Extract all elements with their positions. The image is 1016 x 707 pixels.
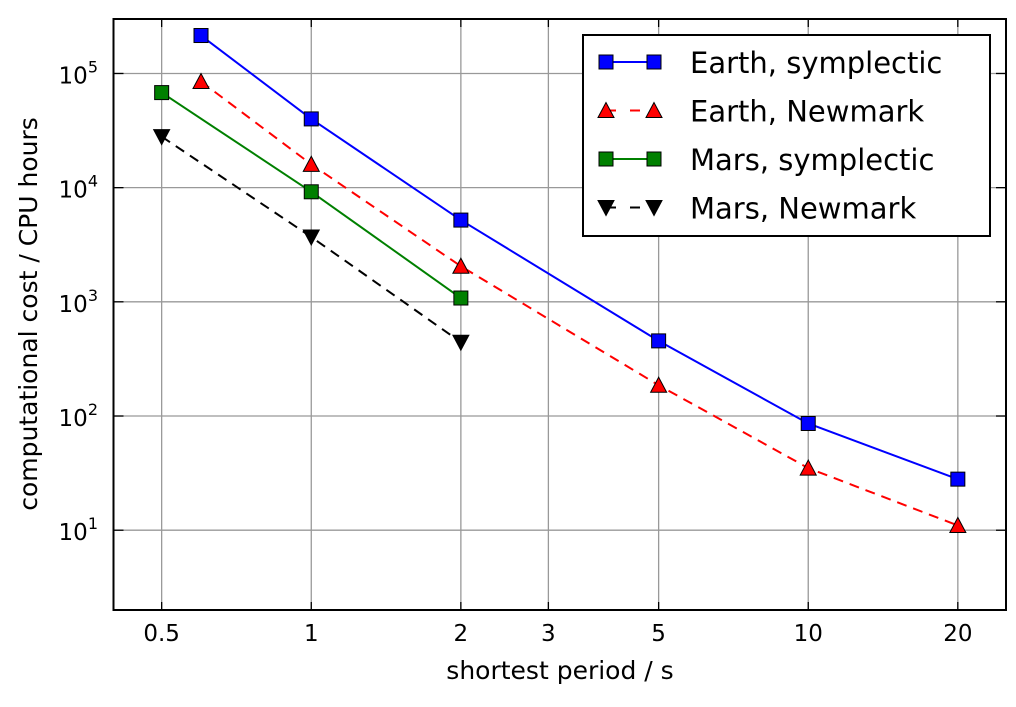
marker-triangle-down bbox=[152, 129, 171, 146]
series-line bbox=[161, 135, 462, 344]
series-line bbox=[200, 34, 959, 481]
marker-square bbox=[800, 415, 816, 431]
y-tick-label: 101 bbox=[59, 514, 98, 546]
marker-square bbox=[303, 184, 319, 200]
x-axis-label: shortest period / s bbox=[446, 656, 673, 685]
y-tick-label: 102 bbox=[59, 400, 98, 432]
grid bbox=[113, 19, 1006, 610]
x-tick-label: 20 bbox=[943, 621, 972, 647]
series-layer bbox=[152, 28, 967, 533]
marker-triangle-up bbox=[649, 376, 668, 393]
marker-square bbox=[193, 28, 209, 44]
marker-triangle-up bbox=[949, 516, 967, 533]
x-tick-label: 1 bbox=[304, 621, 319, 647]
x-tick-label: 10 bbox=[794, 621, 823, 647]
x-tick-label: 3 bbox=[541, 621, 556, 647]
marker-square bbox=[950, 471, 966, 487]
series-earth-symplectic bbox=[193, 28, 966, 487]
marker-triangle-up bbox=[302, 155, 321, 172]
y-axis-label: computational cost / CPU hours bbox=[14, 117, 43, 511]
marker-triangle-up bbox=[192, 72, 210, 90]
series-line bbox=[200, 80, 959, 527]
legend-label: Earth, symplectic bbox=[690, 46, 942, 80]
marker-square bbox=[453, 290, 469, 306]
series-mars-symplectic bbox=[154, 85, 469, 306]
marker-triangle-up bbox=[597, 101, 615, 118]
legend-label: Earth, Newmark bbox=[690, 95, 924, 129]
marker-square bbox=[646, 54, 662, 70]
y-tick-label: 103 bbox=[59, 286, 98, 318]
y-tick-label: 105 bbox=[59, 57, 98, 89]
marker-square bbox=[303, 111, 319, 127]
marker-square bbox=[598, 54, 614, 70]
legend: Earth, symplectic Earth, Newmark Mars, sym… bbox=[582, 34, 991, 237]
marker-square bbox=[453, 212, 469, 228]
tick-labels: 0.5 1 2 3 5 10 20 101 102 103 104 105 bbox=[59, 57, 973, 647]
marker-triangle-down bbox=[645, 200, 663, 217]
marker-triangle-down bbox=[452, 334, 470, 352]
marker-triangle-down bbox=[597, 200, 615, 217]
legend-label: Mars, symplectic bbox=[690, 143, 934, 177]
marker-triangle-down bbox=[302, 229, 321, 247]
x-tick-label: 2 bbox=[454, 621, 469, 647]
marker-triangle-up bbox=[452, 257, 470, 274]
marker-triangle-up bbox=[645, 101, 663, 118]
legend-label: Mars, Newmark bbox=[690, 192, 916, 226]
marker-square bbox=[651, 333, 667, 349]
series-mars-newmark bbox=[152, 129, 470, 352]
x-tick-label: 0.5 bbox=[143, 621, 180, 647]
marker-square bbox=[646, 151, 662, 167]
series-earth-newmark bbox=[192, 72, 967, 533]
y-tick-label: 104 bbox=[59, 172, 98, 204]
x-tick-label: 5 bbox=[651, 621, 666, 647]
marker-square bbox=[598, 151, 614, 167]
marker-square bbox=[154, 85, 170, 101]
marker-triangle-up bbox=[799, 459, 818, 476]
plot-frame bbox=[112, 18, 1007, 611]
